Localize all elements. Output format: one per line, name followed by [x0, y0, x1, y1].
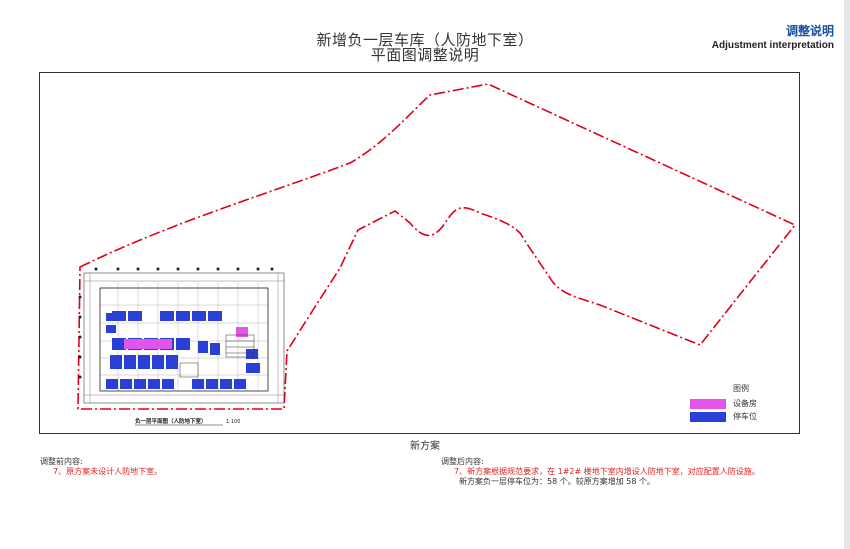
parking-spaces — [106, 311, 260, 389]
legend: 图例 设备房 停车位 — [690, 383, 757, 423]
note-after-adjustment: 调整后内容: 7、新方案根据规范要求，在 1#2# 楼地下室内增设人防地下室，对… — [441, 457, 760, 487]
drawing-frame: 负一层平面图（人防地下室） 1:100 — [39, 72, 800, 434]
section-heading-en: Adjustment interpretation — [711, 40, 834, 51]
plan-scale: 1:100 — [226, 419, 240, 425]
page-title: 新增负一层车库（人防地下室） 平面图调整说明 — [0, 33, 850, 63]
note-after-line-2: 新方案负一层停车位为：58 个。较原方案增加 58 个。 — [459, 477, 655, 486]
plan-outline — [83, 272, 285, 404]
basement-floor-plan: 负一层平面图（人防地下室） 1:100 — [78, 267, 285, 426]
note-after-line-1: 7、新方案根据规范要求，在 1#2# 楼地下室内增设人防地下室，对应配置人防设施… — [454, 467, 760, 476]
plan-label: 负一层平面图（人防地下室） — [135, 417, 207, 425]
stair-cores — [179, 334, 255, 378]
legend-label-equipment-room: 设备房 — [733, 399, 757, 408]
site-boundary-line — [77, 83, 797, 410]
page-edge-strip — [844, 0, 850, 549]
title-line-1: 新增负一层车库（人防地下室） — [316, 31, 534, 49]
equipment-rooms — [124, 327, 248, 349]
section-heading: 调整说明 Adjustment interpretation — [712, 22, 834, 51]
note-before-heading: 调整前内容: — [40, 457, 83, 466]
legend-item-parking: 停车位 — [690, 410, 757, 423]
legend-swatch-parking — [690, 411, 726, 422]
axis-markers — [78, 267, 274, 379]
note-after-heading: 调整后内容: — [441, 457, 484, 466]
legend-label-parking: 停车位 — [733, 412, 757, 421]
plan-inner-wall — [99, 287, 269, 392]
legend-title: 图例 — [733, 384, 749, 393]
site-plan-drawing: 负一层平面图（人防地下室） 1:100 — [77, 83, 797, 426]
legend-swatch-equipment-room — [690, 398, 726, 409]
section-heading-cn: 调整说明 — [785, 24, 834, 38]
note-before-line-1: 7、原方案未设计人防地下室。 — [53, 467, 163, 476]
drawing-caption: 新方案 — [410, 441, 440, 452]
note-before-adjustment: 调整前内容: 7、原方案未设计人防地下室。 — [40, 457, 162, 477]
legend-item-equipment-room: 设备房 — [690, 397, 757, 410]
title-line-2: 平面图调整说明 — [370, 46, 480, 64]
